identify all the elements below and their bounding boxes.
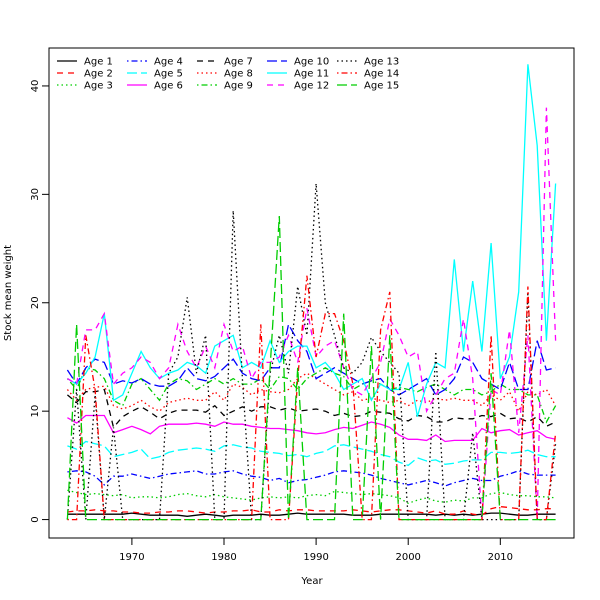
x-tick-label: 2010 [488,552,513,563]
legend-label: Age 1 [84,57,113,68]
x-axis-label: Year [300,576,323,587]
series-line-age-6 [67,414,556,443]
x-axis: 1970 1980 1990 2000 2010 [119,537,513,563]
series-lines [66,64,557,521]
y-axis-label: Stock mean weight [3,245,14,341]
legend-label: Age 13 [364,57,399,68]
legend-item-age-15: Age 15 [337,81,399,92]
legend-item-age-8: Age 8 [197,69,253,80]
x-tick-label: 1980 [211,552,236,563]
series-line-age-11 [67,64,557,417]
legend-label: Age 9 [224,81,253,92]
legend-item-age-2: Age 2 [57,69,113,80]
y-tick-label: 20 [30,296,41,309]
series-line-age-2 [67,505,556,516]
x-tick-label: 1990 [303,552,328,563]
legend-label: Age 4 [154,57,183,68]
series-line-age-15 [66,215,556,521]
legend-label: Age 2 [84,69,113,80]
legend-label: Age 11 [294,69,329,80]
legend-item-age-14: Age 14 [337,69,399,80]
series-line-age-4 [67,470,556,487]
legend-label: Age 12 [294,81,329,92]
legend-item-age-6: Age 6 [127,81,183,92]
y-tick-label: 30 [30,188,41,201]
x-tick-label: 1970 [119,552,144,563]
legend-item-age-1: Age 1 [57,57,113,68]
series-line-age-5 [67,440,556,467]
series-line-age-12 [67,107,557,520]
legend-label: Age 15 [364,81,399,92]
y-tick-label: 10 [30,405,41,418]
y-axis: 0 10 20 30 40 [30,80,50,523]
legend-label: Age 6 [154,81,183,92]
x-tick-label: 2000 [395,552,420,563]
y-tick-label: 0 [30,516,41,522]
series-line-age-7 [66,388,556,429]
legend-label: Age 8 [224,69,253,80]
legend-label: Age 14 [364,69,399,80]
legend-item-age-7: Age 7 [197,57,253,68]
legend-item-age-5: Age 5 [127,69,183,80]
legend-label: Age 5 [154,69,183,80]
series-line-age-8 [66,372,557,413]
y-tick-label: 40 [30,80,41,93]
legend-label: Age 10 [294,57,329,68]
legend-item-age-12: Age 12 [267,81,329,92]
legend-item-age-11: Age 11 [267,69,329,80]
series-line-age-3 [67,489,556,505]
legend-label: Age 3 [84,81,113,92]
legend-item-age-13: Age 13 [337,57,399,68]
series-line-age-9 [66,367,557,424]
legend-item-age-10: Age 10 [267,57,329,68]
legend-item-age-9: Age 9 [197,81,253,92]
series-line-age-10 [66,322,556,396]
series-line-age-1 [67,512,556,517]
legend-item-age-4: Age 4 [127,57,183,68]
legend-label: Age 7 [224,57,253,68]
legend-item-age-3: Age 3 [57,81,113,92]
